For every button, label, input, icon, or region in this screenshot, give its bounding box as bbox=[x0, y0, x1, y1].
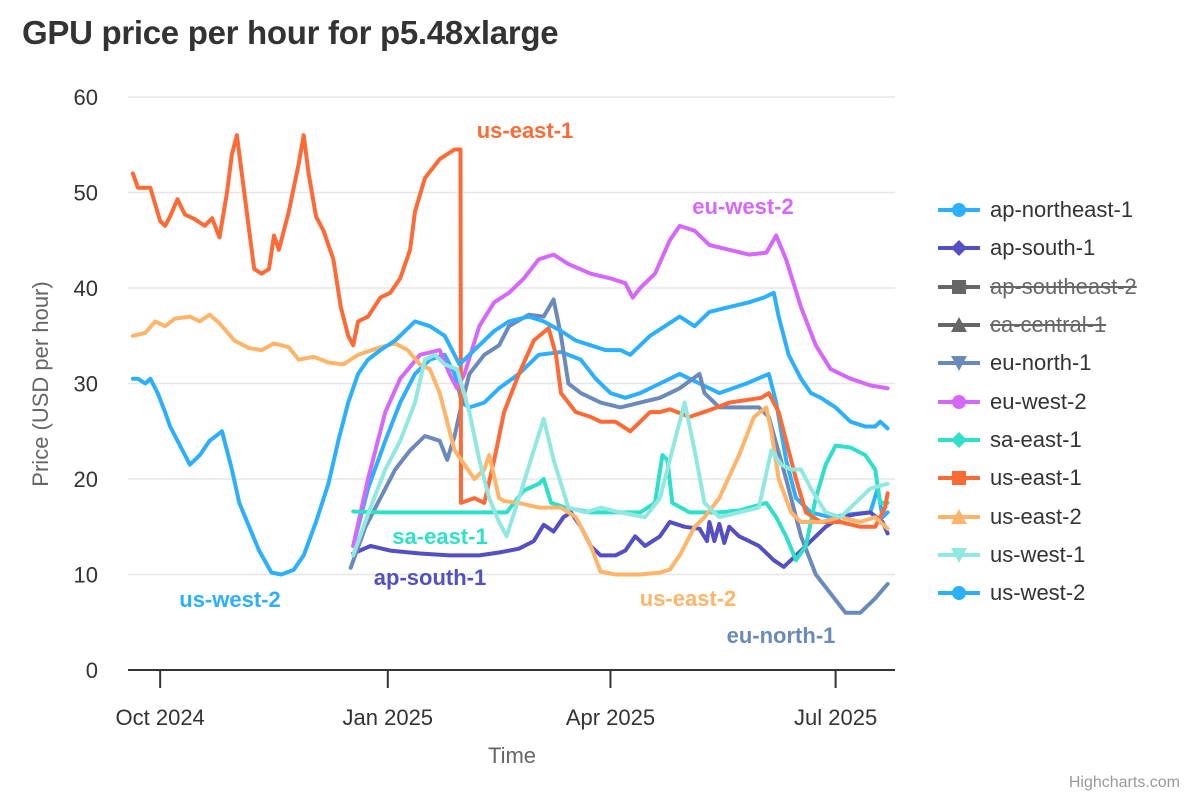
y-tick-label: 0 bbox=[86, 658, 98, 683]
legend-item-us-west-1[interactable]: us-west-1 bbox=[936, 536, 1137, 574]
legend-item-eu-west-2[interactable]: eu-west-2 bbox=[936, 382, 1137, 420]
legend-item-ap-northeast-1[interactable]: ap-northeast-1 bbox=[936, 191, 1137, 229]
annotation-label: eu-north-1 bbox=[727, 623, 836, 648]
chart-title: GPU price per hour for p5.48xlarge bbox=[22, 14, 559, 51]
x-axis: Oct 2024 Jan 2025 Apr 2025 Jul 2025 bbox=[116, 669, 895, 730]
series-line-us-west-1[interactable] bbox=[351, 352, 890, 558]
y-axis-title: Price (USD per hour) bbox=[28, 281, 53, 486]
y-tick-label: 20 bbox=[74, 467, 98, 492]
series-line-us-west-2[interactable] bbox=[130, 290, 890, 577]
legend-marker-square-icon bbox=[938, 471, 980, 486]
y-axis-ticks: 0 10 20 30 40 50 60 bbox=[74, 85, 98, 683]
legend-marker-triangle-icon bbox=[938, 317, 980, 333]
legend-label: eu-west-2 bbox=[990, 388, 1087, 414]
annotation-label: us-east-2 bbox=[640, 586, 737, 611]
y-tick-label: 50 bbox=[74, 181, 98, 206]
x-tick-label: Apr 2025 bbox=[566, 705, 655, 730]
y-tick-label: 10 bbox=[74, 563, 98, 588]
legend-item-us-east-2[interactable]: us-east-2 bbox=[936, 497, 1137, 535]
legend-marker-circle-icon bbox=[938, 203, 980, 218]
credits-link[interactable]: Highcharts.com bbox=[1068, 774, 1180, 791]
x-axis-title: Time bbox=[488, 743, 536, 768]
series-line-us-east-1[interactable] bbox=[130, 133, 890, 529]
annotation-label: sa-east-1 bbox=[392, 524, 487, 549]
legend-item-ap-southeast-2[interactable]: ap-southeast-2 bbox=[936, 268, 1137, 306]
legend-marker-triangle-down-icon bbox=[938, 356, 980, 372]
legend-label: us-east-2 bbox=[990, 503, 1082, 529]
legend-label: eu-north-1 bbox=[990, 350, 1092, 376]
legend-marker-diamond-icon bbox=[938, 240, 980, 257]
series-annotations: us-east-1 eu-west-2 sa-east-1 ap-south-1 us-… bbox=[179, 118, 835, 648]
legend-label: us-east-1 bbox=[990, 465, 1082, 491]
y-tick-label: 40 bbox=[74, 276, 98, 301]
legend-item-ap-south-1[interactable]: ap-south-1 bbox=[936, 229, 1137, 267]
annotation-label: ap-south-1 bbox=[374, 565, 486, 590]
legend-item-sa-east-1[interactable]: sa-east-1 bbox=[936, 421, 1137, 459]
annotation-label: eu-west-2 bbox=[692, 194, 793, 219]
legend-label: us-west-2 bbox=[990, 580, 1086, 606]
annotation-label: us-west-2 bbox=[179, 587, 280, 612]
legend-item-ca-central-1[interactable]: ca-central-1 bbox=[936, 306, 1137, 344]
legend-marker-circle-icon bbox=[938, 586, 980, 601]
series-line-us-east-2[interactable] bbox=[130, 312, 890, 577]
x-tick-label: Jan 2025 bbox=[343, 705, 434, 730]
x-tick-label: Jul 2025 bbox=[794, 705, 877, 730]
y-tick-label: 30 bbox=[74, 372, 98, 397]
legend-marker-square-icon bbox=[938, 279, 980, 294]
y-tick-label: 60 bbox=[74, 85, 98, 110]
legend-label: ap-south-1 bbox=[990, 235, 1096, 261]
legend-label: sa-east-1 bbox=[990, 426, 1082, 452]
legend-label: ap-northeast-1 bbox=[990, 197, 1134, 223]
legend-item-eu-north-1[interactable]: eu-north-1 bbox=[936, 344, 1137, 382]
legend-marker-circle-icon bbox=[938, 394, 980, 409]
legend-marker-triangle-down-icon bbox=[938, 547, 980, 563]
legend-label: ca-central-1 bbox=[990, 312, 1107, 338]
legend-item-us-west-2[interactable]: us-west-2 bbox=[936, 574, 1137, 612]
legend-item-us-east-1[interactable]: us-east-1 bbox=[936, 459, 1137, 497]
legend-label: ap-southeast-2 bbox=[990, 273, 1137, 299]
x-tick-label: Oct 2024 bbox=[116, 705, 205, 730]
legend-marker-diamond-icon bbox=[938, 431, 980, 448]
series-line-eu-west-2[interactable] bbox=[351, 223, 890, 548]
annotation-label: us-east-1 bbox=[477, 118, 574, 143]
series-lines bbox=[130, 133, 890, 615]
legend: ap-northeast-1 ap-south-1 ap-southeast-2 ca… bbox=[936, 191, 1137, 612]
legend-label: us-west-1 bbox=[990, 541, 1086, 567]
legend-marker-triangle-icon bbox=[938, 508, 980, 524]
